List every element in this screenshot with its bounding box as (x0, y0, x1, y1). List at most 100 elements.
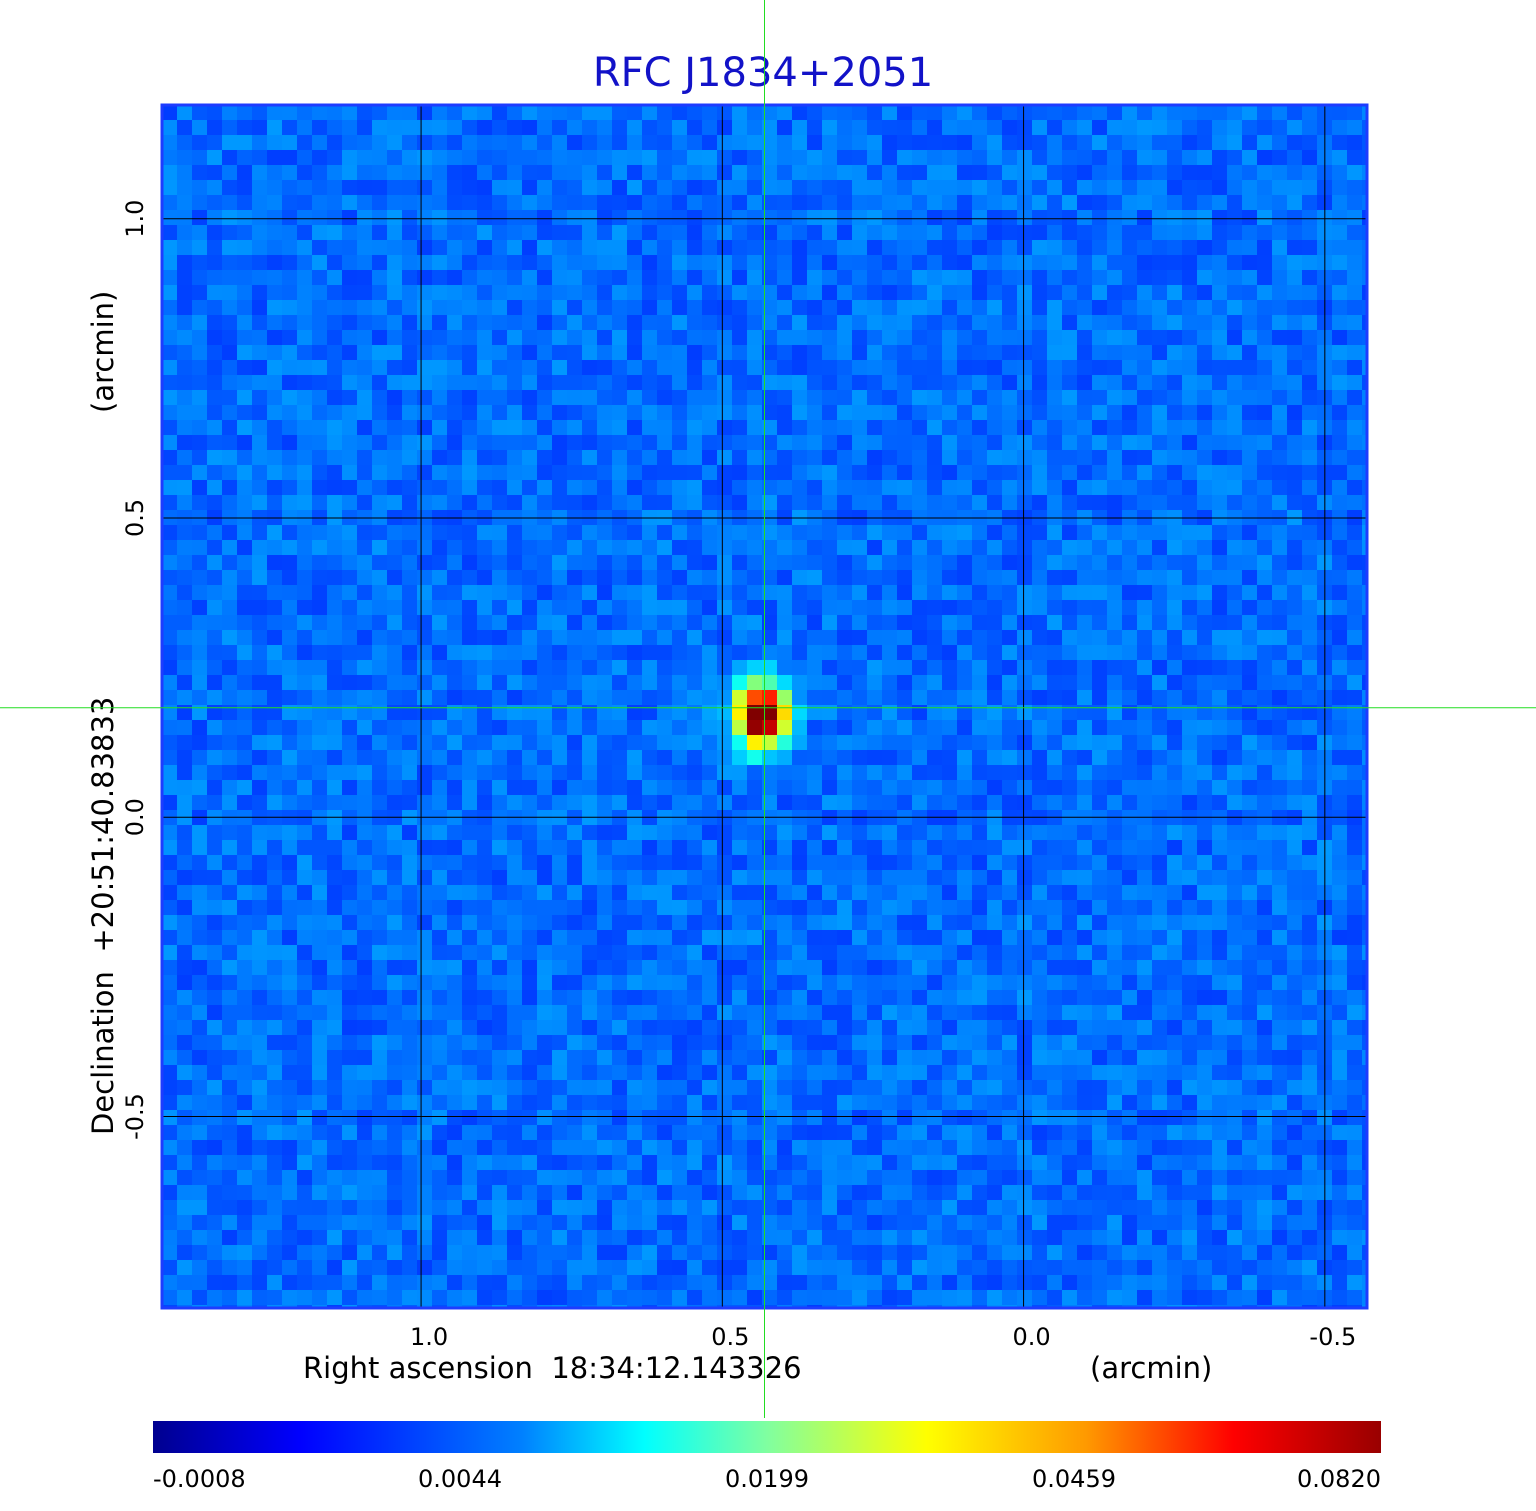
image-pixel (777, 750, 792, 765)
image-pixel (852, 330, 867, 345)
image-pixel (717, 915, 732, 930)
image-pixel (822, 720, 837, 735)
image-pixel (792, 840, 807, 855)
image-pixel (777, 375, 792, 390)
image-pixel (477, 390, 492, 405)
image-pixel (1167, 825, 1182, 840)
image-pixel (672, 435, 687, 450)
image-pixel (837, 375, 852, 390)
image-pixel (477, 345, 492, 360)
image-pixel (657, 480, 672, 495)
image-pixel (912, 720, 927, 735)
image-pixel (552, 360, 567, 375)
image-pixel (507, 855, 522, 870)
image-pixel (957, 465, 972, 480)
image-pixel (507, 300, 522, 315)
image-pixel (1062, 690, 1077, 705)
image-pixel (567, 990, 582, 1005)
image-pixel (432, 630, 447, 645)
image-pixel (717, 255, 732, 270)
image-pixel (747, 645, 762, 660)
image-pixel (822, 990, 837, 1005)
image-pixel (1032, 240, 1047, 255)
image-pixel (837, 525, 852, 540)
image-pixel (897, 675, 912, 690)
image-pixel (357, 495, 372, 510)
image-pixel (1152, 195, 1167, 210)
image-pixel (1287, 525, 1302, 540)
image-pixel (252, 975, 267, 990)
image-pixel (222, 825, 237, 840)
image-pixel (1032, 345, 1047, 360)
image-pixel (372, 930, 387, 945)
image-pixel (1017, 690, 1032, 705)
image-pixel (447, 465, 462, 480)
image-pixel (687, 645, 702, 660)
image-pixel (237, 585, 252, 600)
image-pixel (567, 600, 582, 615)
image-pixel (837, 615, 852, 630)
image-pixel (537, 120, 552, 135)
image-pixel (492, 165, 507, 180)
image-pixel (597, 525, 612, 540)
image-pixel (1257, 600, 1272, 615)
image-pixel (717, 900, 732, 915)
image-pixel (972, 885, 987, 900)
image-pixel (237, 195, 252, 210)
image-pixel (1287, 135, 1302, 150)
image-pixel (192, 210, 207, 225)
image-pixel (1092, 105, 1107, 120)
image-pixel (1212, 690, 1227, 705)
image-pixel (1167, 660, 1182, 675)
image-pixel (942, 210, 957, 225)
image-pixel (462, 780, 477, 795)
image-pixel (372, 585, 387, 600)
image-pixel (1032, 825, 1047, 840)
image-pixel (1017, 675, 1032, 690)
image-pixel (1257, 270, 1272, 285)
image-pixel (927, 900, 942, 915)
image-pixel (1287, 675, 1302, 690)
image-pixel (687, 525, 702, 540)
image-pixel (582, 120, 597, 135)
image-pixel (162, 1020, 177, 1035)
image-pixel (747, 750, 762, 765)
image-pixel (177, 765, 192, 780)
image-pixel (357, 930, 372, 945)
image-pixel (297, 600, 312, 615)
image-pixel (462, 660, 477, 675)
image-pixel (447, 1005, 462, 1020)
image-pixel (717, 555, 732, 570)
image-pixel (1302, 180, 1317, 195)
image-pixel (1017, 855, 1032, 870)
image-pixel (612, 210, 627, 225)
image-pixel (222, 975, 237, 990)
image-pixel (777, 930, 792, 945)
image-pixel (282, 630, 297, 645)
image-pixel (1152, 825, 1167, 840)
image-pixel (822, 165, 837, 180)
image-pixel (342, 345, 357, 360)
image-pixel (552, 420, 567, 435)
image-pixel (1002, 990, 1017, 1005)
image-pixel (387, 615, 402, 630)
image-pixel (837, 885, 852, 900)
image-pixel (687, 660, 702, 675)
image-pixel (1332, 285, 1347, 300)
image-pixel (732, 240, 747, 255)
image-pixel (267, 495, 282, 510)
image-pixel (552, 270, 567, 285)
image-pixel (1122, 135, 1137, 150)
image-pixel (1227, 735, 1242, 750)
image-pixel (1122, 330, 1137, 345)
image-pixel (927, 135, 942, 150)
image-pixel (1347, 645, 1362, 660)
image-pixel (1077, 435, 1092, 450)
image-pixel (1242, 930, 1257, 945)
image-pixel (327, 195, 342, 210)
image-pixel (1302, 270, 1317, 285)
image-pixel (792, 345, 807, 360)
image-pixel (252, 135, 267, 150)
image-pixel (297, 900, 312, 915)
image-pixel (1032, 525, 1047, 540)
